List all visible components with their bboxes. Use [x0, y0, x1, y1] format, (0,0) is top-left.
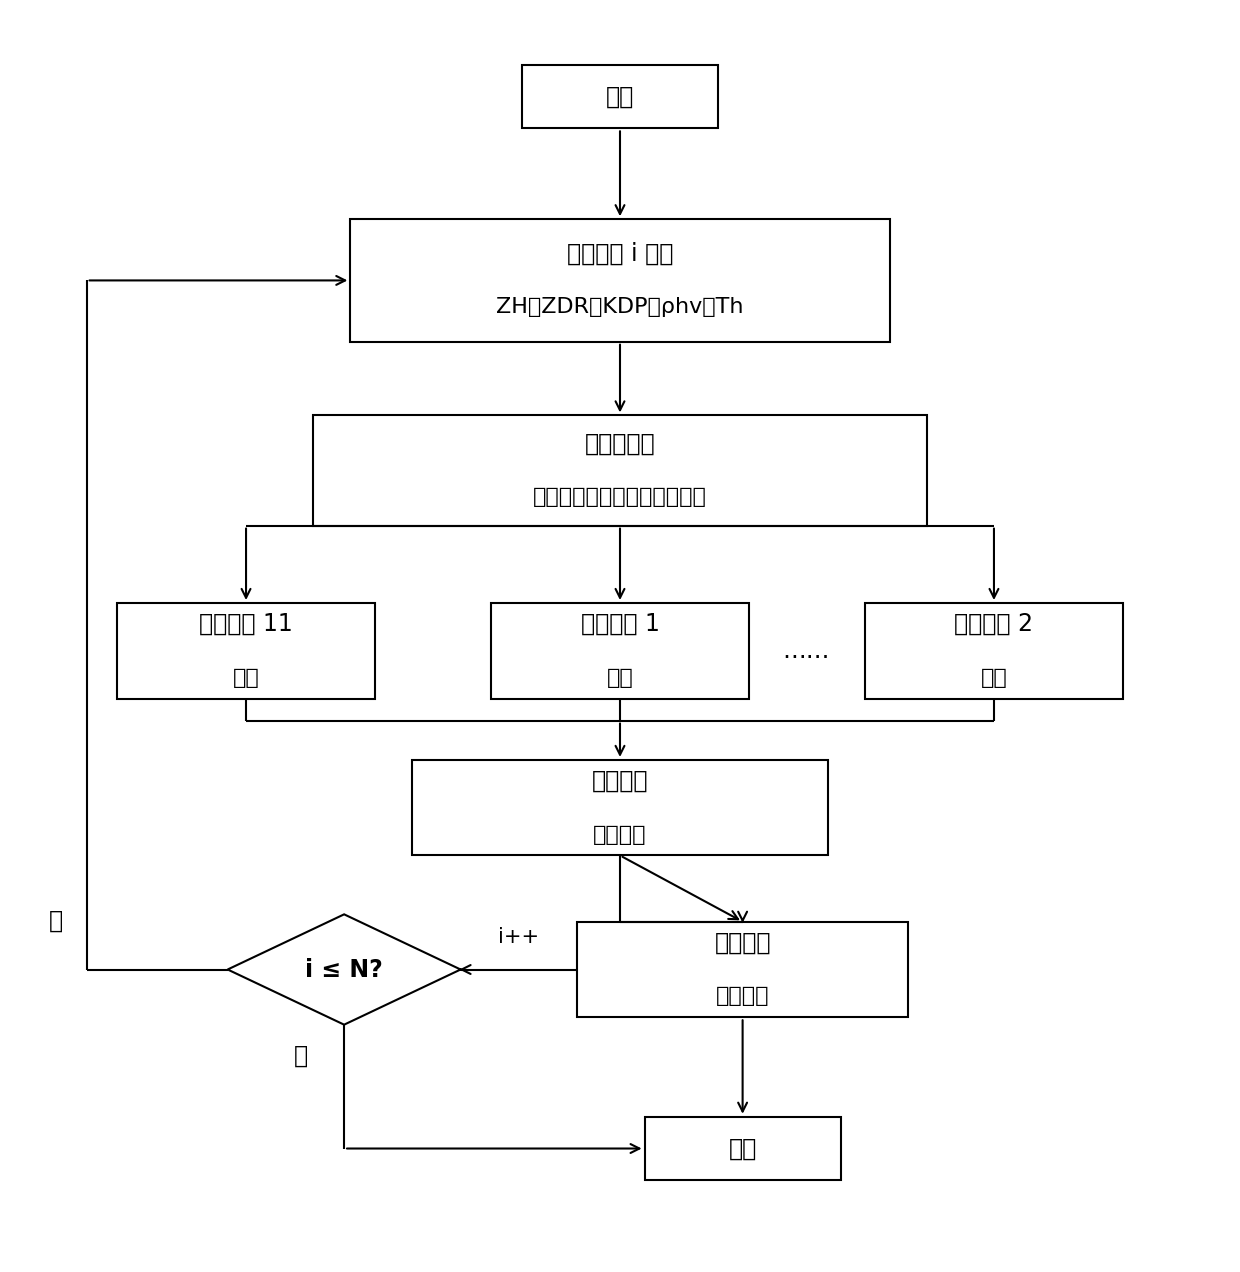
- Bar: [350, 219, 890, 342]
- Bar: [491, 603, 749, 698]
- Text: 最大类型: 最大类型: [593, 824, 647, 845]
- Text: ZH、ZDR、KDP、ρhv、Th: ZH、ZDR、KDP、ρhv、Th: [496, 298, 744, 318]
- Bar: [866, 603, 1122, 698]
- Text: 计算类型 11: 计算类型 11: [200, 612, 293, 636]
- Bar: [645, 1117, 841, 1180]
- Text: 结束: 结束: [728, 1136, 756, 1160]
- Text: 计算类型 2: 计算类型 2: [955, 612, 1033, 636]
- Text: 开始: 开始: [606, 84, 634, 108]
- Text: 输出格点: 输出格点: [714, 931, 771, 954]
- Text: 分值: 分值: [233, 668, 259, 688]
- Text: （获取各粒子类型模糊集合）: （获取各粒子类型模糊集合）: [533, 487, 707, 508]
- Text: 分值: 分值: [981, 668, 1007, 688]
- Text: 参量模糊化: 参量模糊化: [585, 431, 655, 455]
- Text: 获取分值: 获取分值: [591, 768, 649, 792]
- Bar: [118, 603, 374, 698]
- Text: ……: ……: [782, 639, 830, 663]
- Text: 否: 否: [294, 1043, 309, 1067]
- Text: 分值: 分值: [606, 668, 634, 688]
- Bar: [577, 922, 908, 1018]
- Text: 读取格点 i 参数: 读取格点 i 参数: [567, 242, 673, 266]
- Text: 粒子类型: 粒子类型: [715, 987, 769, 1006]
- Bar: [314, 415, 926, 525]
- Text: i ≤ N?: i ≤ N?: [305, 958, 383, 982]
- Polygon shape: [228, 915, 460, 1025]
- Bar: [522, 65, 718, 128]
- Text: 是: 是: [48, 908, 63, 932]
- Text: 计算类型 1: 计算类型 1: [580, 612, 660, 636]
- Bar: [412, 759, 828, 856]
- Text: i++: i++: [498, 927, 539, 948]
